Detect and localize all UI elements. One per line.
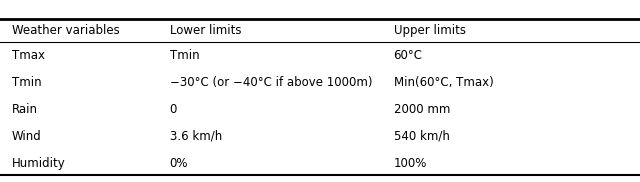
Text: Weather variables: Weather variables [12,24,119,37]
Text: 0%: 0% [170,157,188,170]
Text: 100%: 100% [394,157,427,170]
Text: 3.6 km/h: 3.6 km/h [170,130,222,143]
Text: 2000 mm: 2000 mm [394,103,450,116]
Text: Tmax: Tmax [12,49,45,62]
Text: Min(60°C, Tmax): Min(60°C, Tmax) [394,76,493,89]
Text: Tmin: Tmin [12,76,41,89]
Text: Wind: Wind [12,130,41,143]
Text: Rain: Rain [12,103,38,116]
Text: Lower limits: Lower limits [170,24,241,37]
Text: Humidity: Humidity [12,157,65,170]
Text: Tmin: Tmin [170,49,199,62]
Text: 0: 0 [170,103,177,116]
Text: 60°C: 60°C [394,49,422,62]
Text: 540 km/h: 540 km/h [394,130,449,143]
Text: −30°C (or −40°C if above 1000m): −30°C (or −40°C if above 1000m) [170,76,372,89]
Text: Upper limits: Upper limits [394,24,466,37]
